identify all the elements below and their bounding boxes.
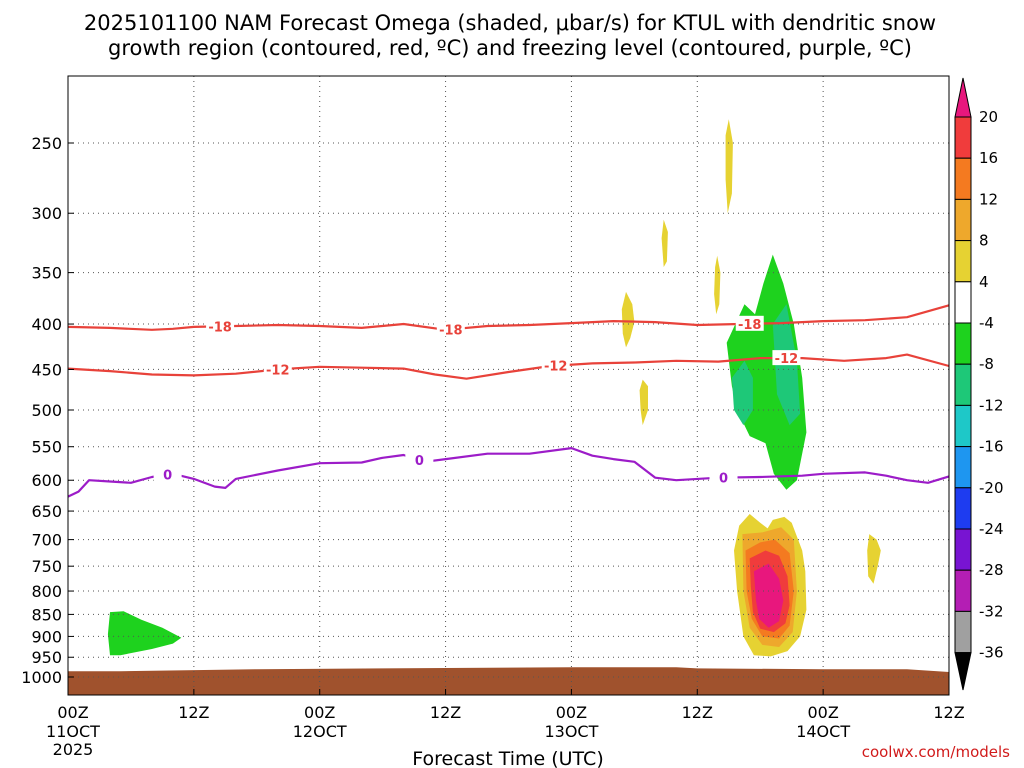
- y-tick-label-250: 250: [31, 134, 62, 153]
- y-tick-label-500: 500: [31, 401, 62, 420]
- x-tick-date-72: 14OCT: [796, 722, 850, 741]
- y-tick-label-600: 600: [31, 471, 62, 490]
- colorbar-label-7: -12: [979, 396, 1004, 414]
- contour-label-bg-2-1: [405, 452, 434, 468]
- contour-label-0-1: -18: [439, 323, 463, 338]
- x-tick-date-24: 12OCT: [293, 722, 347, 741]
- colorbar-label-10: -24: [979, 520, 1004, 538]
- omega-region-1: [621, 291, 635, 348]
- y-tick-label-300: 300: [31, 204, 62, 223]
- contour-label-0-2: -18: [738, 318, 762, 333]
- y-tick-label-900: 900: [31, 627, 62, 646]
- colorbar-label-13: -36: [979, 644, 1004, 662]
- contour-label-bg-1-2: [772, 350, 801, 366]
- colorbar-label-0: 20: [979, 108, 998, 126]
- colorbar-swatch-1: [954, 116, 972, 159]
- colorbar-label-3: 8: [979, 232, 989, 250]
- colorbar-label-1: 16: [979, 149, 998, 167]
- colorbar-swatch-3: [954, 198, 972, 242]
- x-tick-label-0: 00Z: [57, 703, 88, 722]
- y-tick-label-950: 950: [31, 648, 62, 667]
- y-tick-label-550: 550: [31, 438, 62, 457]
- x-tick-date-0: 11OCT: [46, 722, 100, 741]
- y-tick-label-750: 750: [31, 557, 62, 576]
- colorbar-label-9: -20: [979, 479, 1004, 497]
- y-tick-label-350: 350: [31, 264, 62, 283]
- colorbar-label-4: 4: [979, 273, 989, 291]
- x-tick-label-36: 12Z: [430, 703, 461, 722]
- colorbar-swatch-10: [954, 487, 972, 530]
- y-tick-label-450: 450: [31, 360, 62, 379]
- omega-region-7: [731, 360, 753, 426]
- y-tick-label-850: 850: [31, 605, 62, 624]
- x-axis-label: Forecast Time (UTC): [412, 748, 603, 768]
- terrain-fill: [68, 667, 949, 695]
- x-tick-year-0: 2025: [53, 740, 94, 759]
- x-tick-label-24: 00Z: [304, 703, 335, 722]
- colorbar-swatch-7: [954, 363, 972, 406]
- omega-region-0: [107, 611, 182, 656]
- contour-label-bg-0-1: [436, 321, 465, 337]
- colorbar-swatch-8: [954, 404, 972, 448]
- y-tick-label-400: 400: [31, 315, 62, 334]
- y-tick-label-1000: 1000: [21, 668, 62, 687]
- omega-region-2: [639, 379, 648, 426]
- contour-label-bg-1-1: [541, 357, 570, 373]
- colorbar-label-5: -4: [979, 314, 994, 332]
- contour-line-1: [67, 353, 950, 380]
- grid-lines: [68, 76, 949, 695]
- colorbar-label-6: -8: [979, 355, 994, 373]
- contour-line-0: [67, 304, 950, 331]
- credit-text[interactable]: coolwx.com/models: [862, 743, 1010, 761]
- x-tick-label-12: 12Z: [178, 703, 209, 722]
- omega-region-4: [725, 119, 733, 214]
- contour-label-0-0: -18: [208, 320, 232, 335]
- colorbar-swatch-12: [954, 569, 972, 612]
- plot-frame: [67, 75, 950, 696]
- y-tick-label-700: 700: [31, 531, 62, 550]
- contour-label-2-2: 0: [719, 472, 728, 487]
- colorbar-top-arrow: [954, 77, 972, 118]
- colorbar-swatch-11: [954, 528, 972, 571]
- colorbar-swatch-2: [954, 157, 972, 200]
- x-tick-date-48: 13OCT: [544, 722, 598, 741]
- contour-label-bg-2-2: [709, 469, 738, 485]
- x-tick-label-48: 00Z: [556, 703, 587, 722]
- colorbar-swatch-4: [954, 240, 972, 283]
- contour-label-bg-0-0: [206, 318, 235, 334]
- contour-label-2-0: 0: [163, 469, 172, 484]
- contour-label-bg-0-2: [735, 315, 764, 331]
- colorbar-label-11: -28: [979, 561, 1004, 579]
- chart-title-line-2: growth region (contoured, red, ºC) and f…: [108, 36, 912, 60]
- y-tick-label-650: 650: [31, 502, 62, 521]
- colorbar-swatch-13: [954, 610, 972, 654]
- colorbar-label-2: 12: [979, 190, 998, 208]
- colorbar-bottom-arrow: [954, 652, 972, 691]
- colorbar-label-8: -16: [979, 438, 1004, 456]
- y-tick-label-800: 800: [31, 582, 62, 601]
- contour-label-bg-1-0: [263, 361, 292, 377]
- contour-label-2-1: 0: [415, 454, 424, 469]
- chart-title-line-1: 2025101100 NAM Forecast Omega (shaded, μ…: [84, 11, 936, 35]
- contour-line-2: [67, 447, 950, 498]
- contour-label-bg-2-0: [153, 466, 182, 482]
- x-tick-label-72: 00Z: [807, 703, 838, 722]
- colorbar-label-12: -32: [979, 602, 1004, 620]
- omega-region-13: [753, 563, 784, 628]
- contour-label-1-2: -12: [775, 352, 799, 367]
- omega-region-3: [661, 219, 668, 268]
- x-tick-label-84: 12Z: [933, 703, 964, 722]
- x-tick-label-60: 12Z: [682, 703, 713, 722]
- colorbar-swatch-5: [954, 281, 972, 324]
- contour-label-1-0: -12: [266, 363, 290, 378]
- colorbar-swatch-6: [954, 322, 972, 365]
- contour-label-1-1: -12: [544, 360, 568, 375]
- colorbar-swatch-9: [954, 446, 972, 489]
- omega-region-5: [714, 255, 721, 315]
- omega-region-14: [867, 534, 881, 584]
